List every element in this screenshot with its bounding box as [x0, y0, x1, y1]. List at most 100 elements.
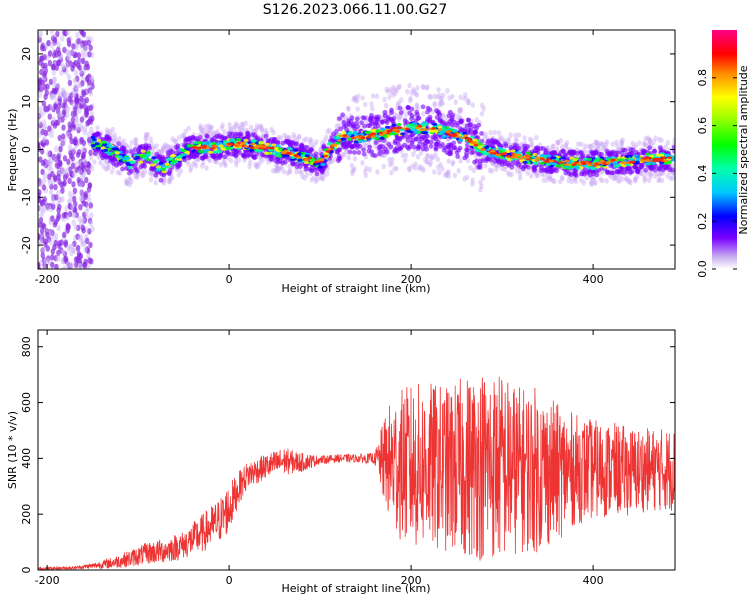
ridge-mark — [498, 155, 504, 159]
noise-mark — [84, 176, 89, 184]
envelope-mark — [405, 137, 411, 143]
halo-mark — [218, 161, 223, 168]
envelope-mark — [347, 149, 353, 155]
envelope-mark — [538, 146, 544, 152]
halo-mark — [160, 147, 166, 153]
noise-mark — [46, 150, 51, 157]
envelope-mark — [540, 167, 546, 173]
envelope-mark — [354, 116, 360, 122]
snr-marks — [38, 376, 675, 570]
peak-mark — [577, 162, 583, 166]
halo-mark — [633, 142, 639, 148]
halo-mark — [259, 126, 265, 133]
halo-mark — [278, 165, 283, 171]
halo-mark — [315, 176, 320, 183]
halo-mark — [600, 177, 605, 184]
ridge-mark — [440, 130, 446, 134]
noise-mark — [63, 239, 69, 246]
halo-mark — [633, 176, 638, 182]
envelope-mark — [120, 166, 125, 172]
noise-mark — [61, 167, 66, 174]
halo-mark — [585, 149, 590, 156]
ridge-mark — [158, 161, 164, 165]
noise-mark — [83, 193, 88, 200]
envelope-mark — [563, 152, 568, 158]
halo-mark — [400, 152, 405, 159]
halo-mark — [392, 86, 398, 93]
halo-mark — [269, 126, 274, 133]
ridge-mark — [396, 122, 402, 127]
y-tick-label: 10 — [20, 95, 33, 109]
halo-mark — [428, 159, 434, 166]
noise-mark — [71, 181, 76, 188]
noise-mark — [48, 239, 53, 246]
noise-mark — [87, 51, 92, 58]
halo-mark — [632, 177, 638, 183]
noise-mark — [57, 102, 62, 110]
noise-mark — [74, 119, 79, 126]
noise-mark — [79, 116, 85, 123]
envelope-mark — [142, 164, 148, 169]
noise-mark — [41, 184, 47, 191]
envelope-mark — [466, 117, 471, 123]
halo-mark — [478, 179, 483, 186]
envelope-mark — [409, 106, 415, 112]
colorbar-label: Normalized spectral amplitude — [737, 65, 750, 234]
ridge-mark — [134, 155, 141, 159]
halo-mark — [445, 88, 450, 94]
halo-mark — [172, 138, 177, 144]
envelope-mark — [420, 146, 426, 152]
ridge-mark — [532, 152, 538, 157]
halo-mark — [304, 172, 309, 178]
halo-mark — [353, 97, 358, 104]
envelope-mark — [446, 145, 452, 151]
halo-mark — [410, 163, 415, 170]
halo-mark — [657, 172, 662, 178]
ridge-mark — [612, 162, 618, 166]
halo-mark — [166, 178, 172, 184]
noise-mark — [56, 224, 61, 232]
halo-mark — [390, 156, 395, 163]
noise-mark — [69, 243, 75, 250]
envelope-mark — [187, 154, 193, 160]
noise-mark — [45, 245, 50, 252]
envelope-mark — [503, 143, 509, 149]
snr-frame — [37, 329, 676, 571]
noise-mark — [68, 262, 73, 269]
halo-mark — [651, 139, 656, 145]
envelope-mark — [618, 169, 624, 175]
peak-mark — [307, 156, 313, 159]
halo-mark — [397, 83, 402, 90]
envelope-mark — [394, 135, 400, 140]
noise-mark — [50, 261, 55, 269]
halo-mark — [488, 129, 493, 136]
noise-mark — [60, 187, 65, 194]
envelope-mark — [227, 131, 233, 137]
noise-mark — [56, 41, 61, 48]
halo-mark — [647, 138, 653, 145]
noise-mark — [81, 227, 86, 234]
halo-mark — [594, 141, 600, 147]
envelope-mark — [266, 138, 272, 144]
halo-mark — [415, 154, 421, 160]
halo-mark — [483, 131, 488, 138]
noise-mark — [50, 63, 56, 71]
noise-mark — [84, 97, 90, 104]
halo-mark — [425, 158, 430, 165]
halo-mark — [133, 173, 138, 180]
halo-mark — [604, 178, 609, 184]
halo-mark — [551, 143, 556, 149]
noise-mark — [56, 255, 61, 262]
ridge-mark — [171, 159, 177, 164]
noise-mark — [88, 118, 94, 125]
halo-mark — [208, 124, 213, 130]
halo-mark — [592, 179, 597, 185]
halo-mark — [98, 159, 103, 166]
ridge-mark — [477, 142, 483, 146]
envelope-mark — [424, 138, 430, 144]
noise-mark — [38, 91, 43, 98]
halo-mark — [529, 137, 535, 144]
noise-mark — [40, 252, 45, 259]
halo-mark — [367, 166, 372, 173]
peak-mark — [652, 159, 657, 163]
